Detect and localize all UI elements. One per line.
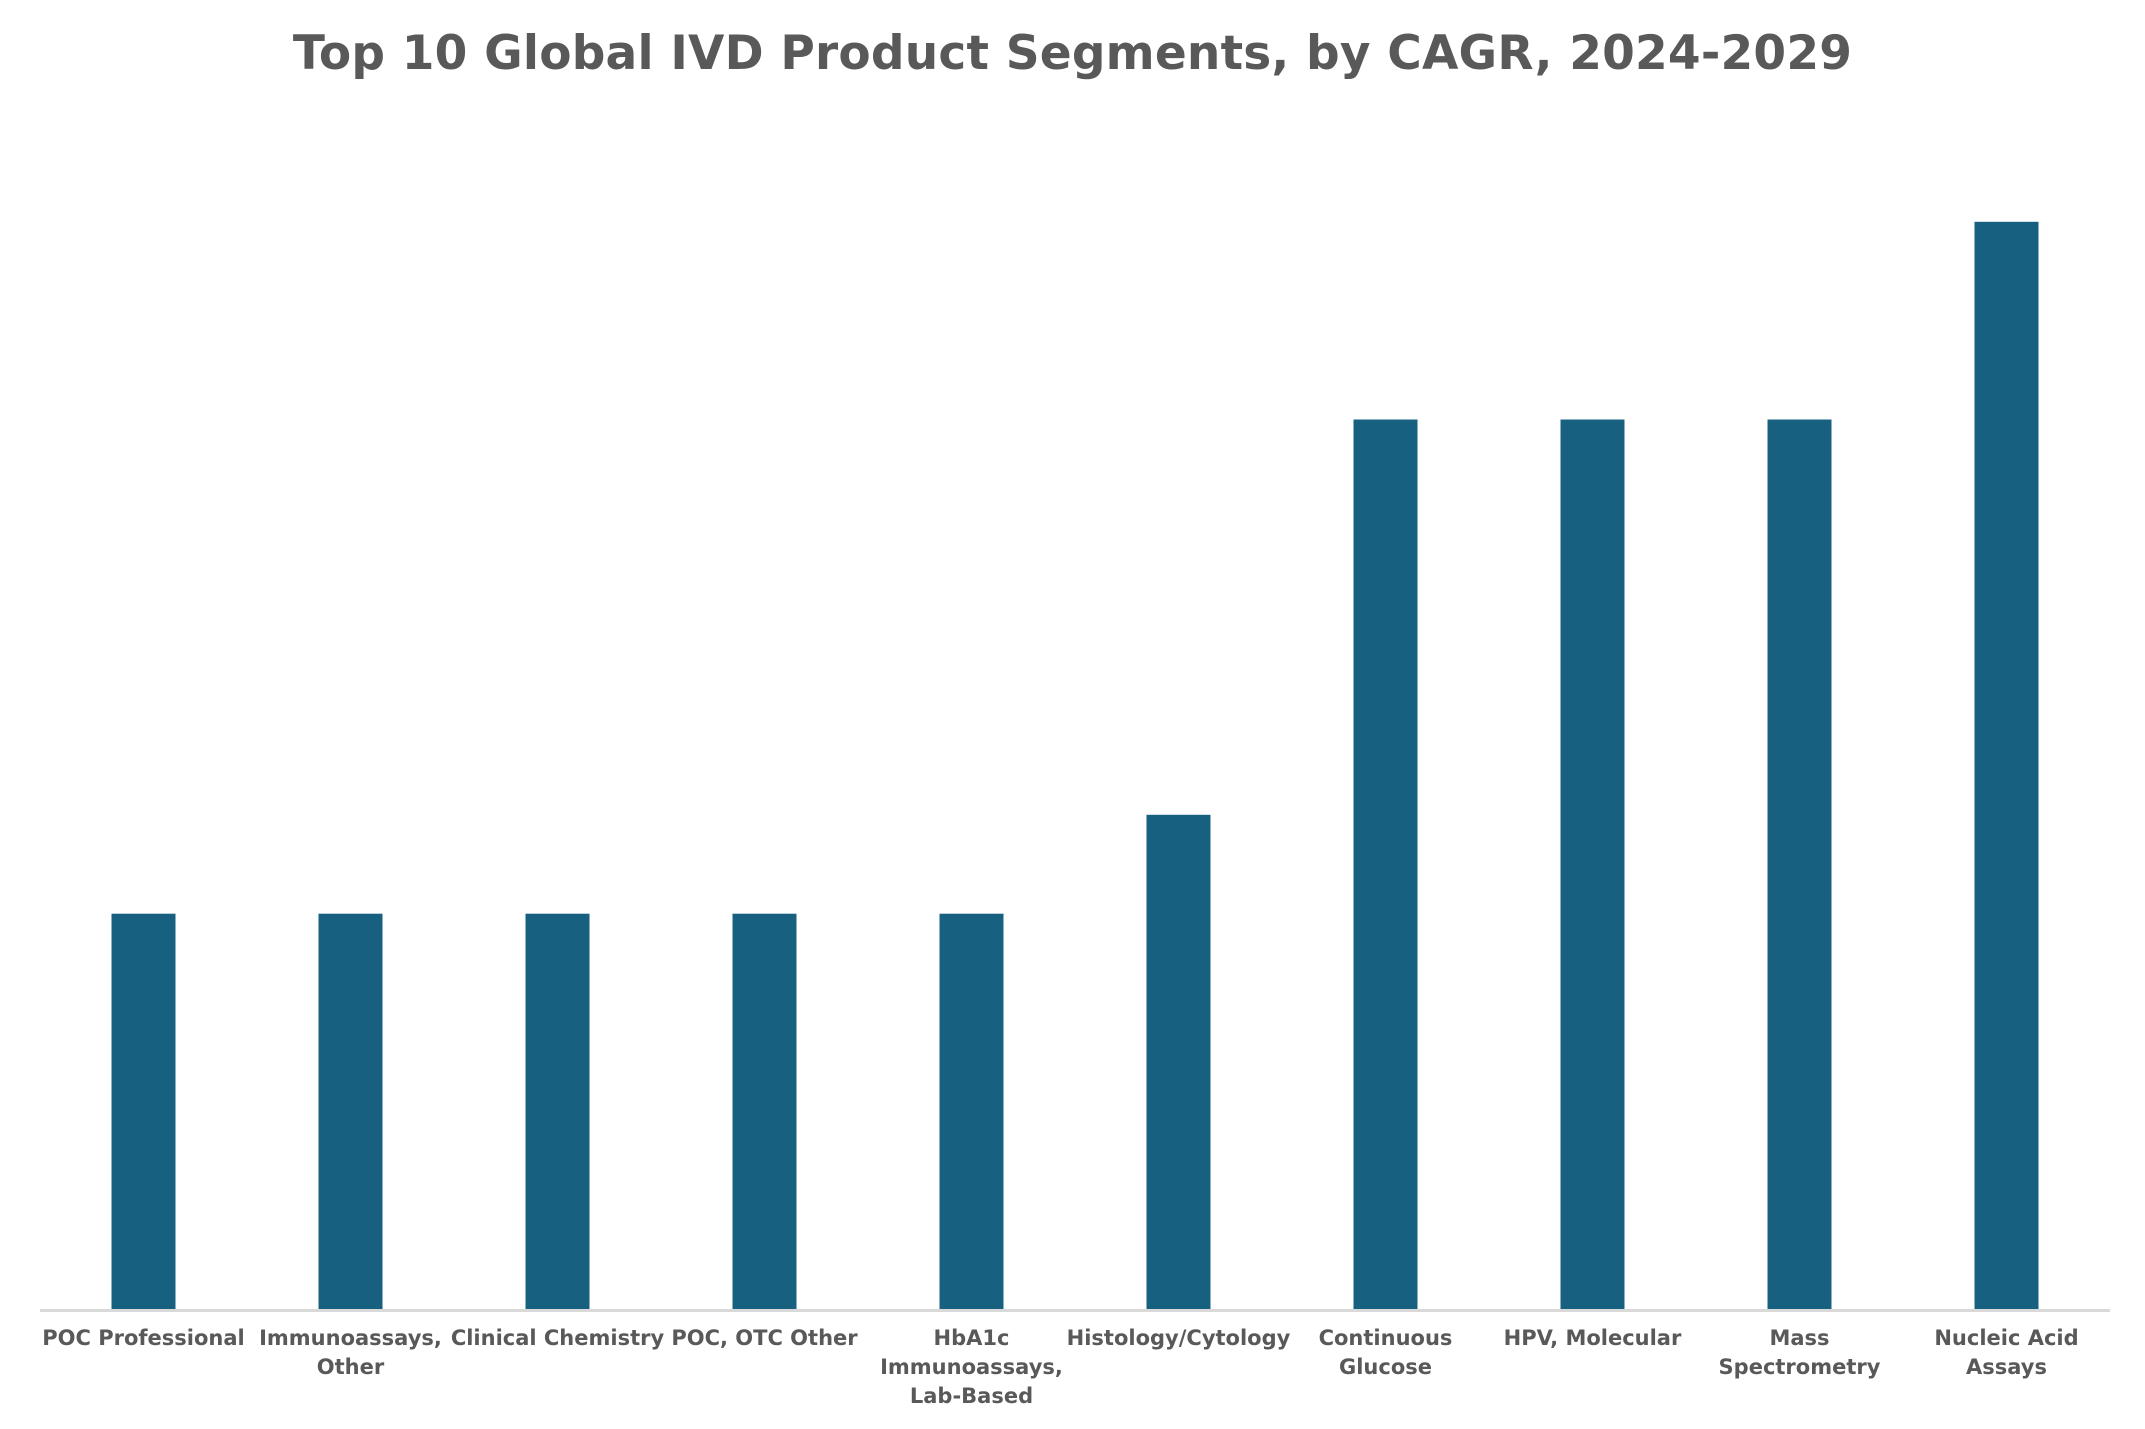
x-tick-label-line: Mass — [1769, 1326, 1829, 1350]
bar-8 — [1767, 419, 1832, 1309]
x-tick-label-line: Spectrometry — [1719, 1355, 1881, 1379]
bar-0 — [111, 913, 176, 1309]
x-tick-label-7: HPV, Molecular — [1504, 1326, 1682, 1350]
bar-2 — [525, 913, 590, 1309]
x-tick-label-line: Other — [317, 1355, 385, 1379]
bar-7 — [1560, 419, 1625, 1309]
x-tick-label-8: Mass Spectrometry — [1719, 1326, 1881, 1379]
x-tick-label-line: Immunoassays, — [259, 1326, 442, 1350]
x-tick-label-line: Assays — [1966, 1355, 2047, 1379]
x-tick-label-1: Immunoassays, Other — [259, 1326, 442, 1379]
bar-9 — [1974, 221, 2039, 1309]
x-tick-label-0: POC Professional — [42, 1326, 244, 1350]
x-tick-label-4: HbA1c Immunoassays, Lab-Based — [880, 1326, 1063, 1408]
x-tick-label-5: Histology/Cytology — [1067, 1326, 1291, 1350]
x-tick-label-line: HPV, Molecular — [1504, 1326, 1682, 1350]
x-tick-label-line: POC, OTC Other — [671, 1326, 858, 1350]
x-tick-label-line: Continuous — [1319, 1326, 1453, 1350]
x-tick-label-3: POC, OTC Other — [671, 1326, 858, 1350]
chart-title: Top 10 Global IVD Product Segments, by C… — [292, 26, 1853, 81]
x-tick-label-line: Lab-Based — [910, 1384, 1033, 1408]
bar-3 — [732, 913, 797, 1309]
x-tick-label-line: Nucleic Acid — [1934, 1326, 2078, 1350]
x-tick-label-9: Nucleic Acid Assays — [1934, 1326, 2078, 1379]
x-tick-label-line: POC Professional — [42, 1326, 244, 1350]
x-tick-label-6: Continuous Glucose — [1319, 1326, 1453, 1379]
bar-1 — [318, 913, 383, 1309]
x-tick-label-line: Glucose — [1339, 1355, 1432, 1379]
bar-5 — [1146, 814, 1211, 1309]
x-tick-label-2: Clinical Chemistry — [451, 1326, 665, 1350]
x-tick-label-line: Clinical Chemistry — [451, 1326, 665, 1350]
x-tick-label-line: Immunoassays, — [880, 1355, 1063, 1379]
x-tick-label-line: HbA1c — [934, 1326, 1010, 1350]
bar-6 — [1353, 419, 1418, 1309]
bar-4 — [939, 913, 1004, 1309]
x-tick-label-line: Histology/Cytology — [1067, 1326, 1291, 1350]
